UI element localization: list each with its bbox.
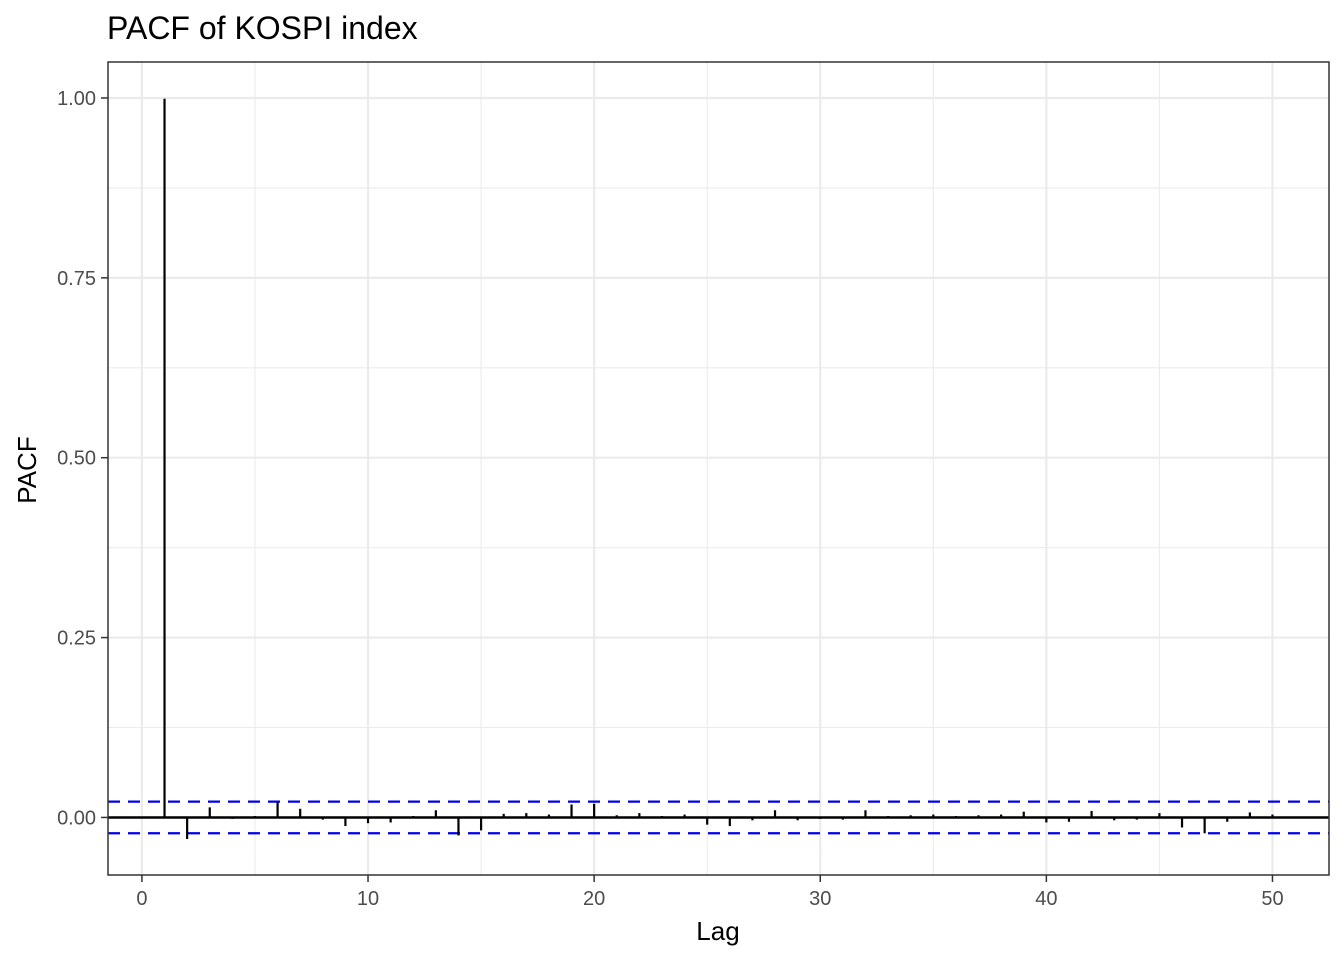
grid-lines (108, 62, 1329, 875)
y-axis-title: PACF (12, 436, 42, 503)
chart-title: PACF of KOSPI index (107, 10, 418, 46)
y-tick-label: 0.25 (57, 628, 96, 650)
x-tick-label: 20 (583, 888, 605, 910)
x-tick-label: 0 (136, 888, 147, 910)
x-tick-label: 30 (809, 888, 831, 910)
x-axis: 0 10 20 30 40 50 (136, 875, 1284, 910)
y-tick-label: 1.00 (57, 88, 96, 110)
y-axis: 0.00 0.25 0.50 0.75 1.00 (57, 88, 108, 829)
x-tick-label: 50 (1261, 888, 1283, 910)
panel-border (107, 61, 1330, 876)
y-tick-label: 0.00 (57, 807, 96, 829)
x-axis-title: Lag (696, 916, 739, 946)
y-tick-label: 0.75 (57, 268, 96, 290)
x-tick-label: 40 (1035, 888, 1057, 910)
pacf-stems (163, 98, 1274, 840)
y-tick-label: 0.50 (57, 448, 96, 470)
x-tick-label: 10 (357, 888, 379, 910)
confidence-bounds (108, 800, 1329, 835)
